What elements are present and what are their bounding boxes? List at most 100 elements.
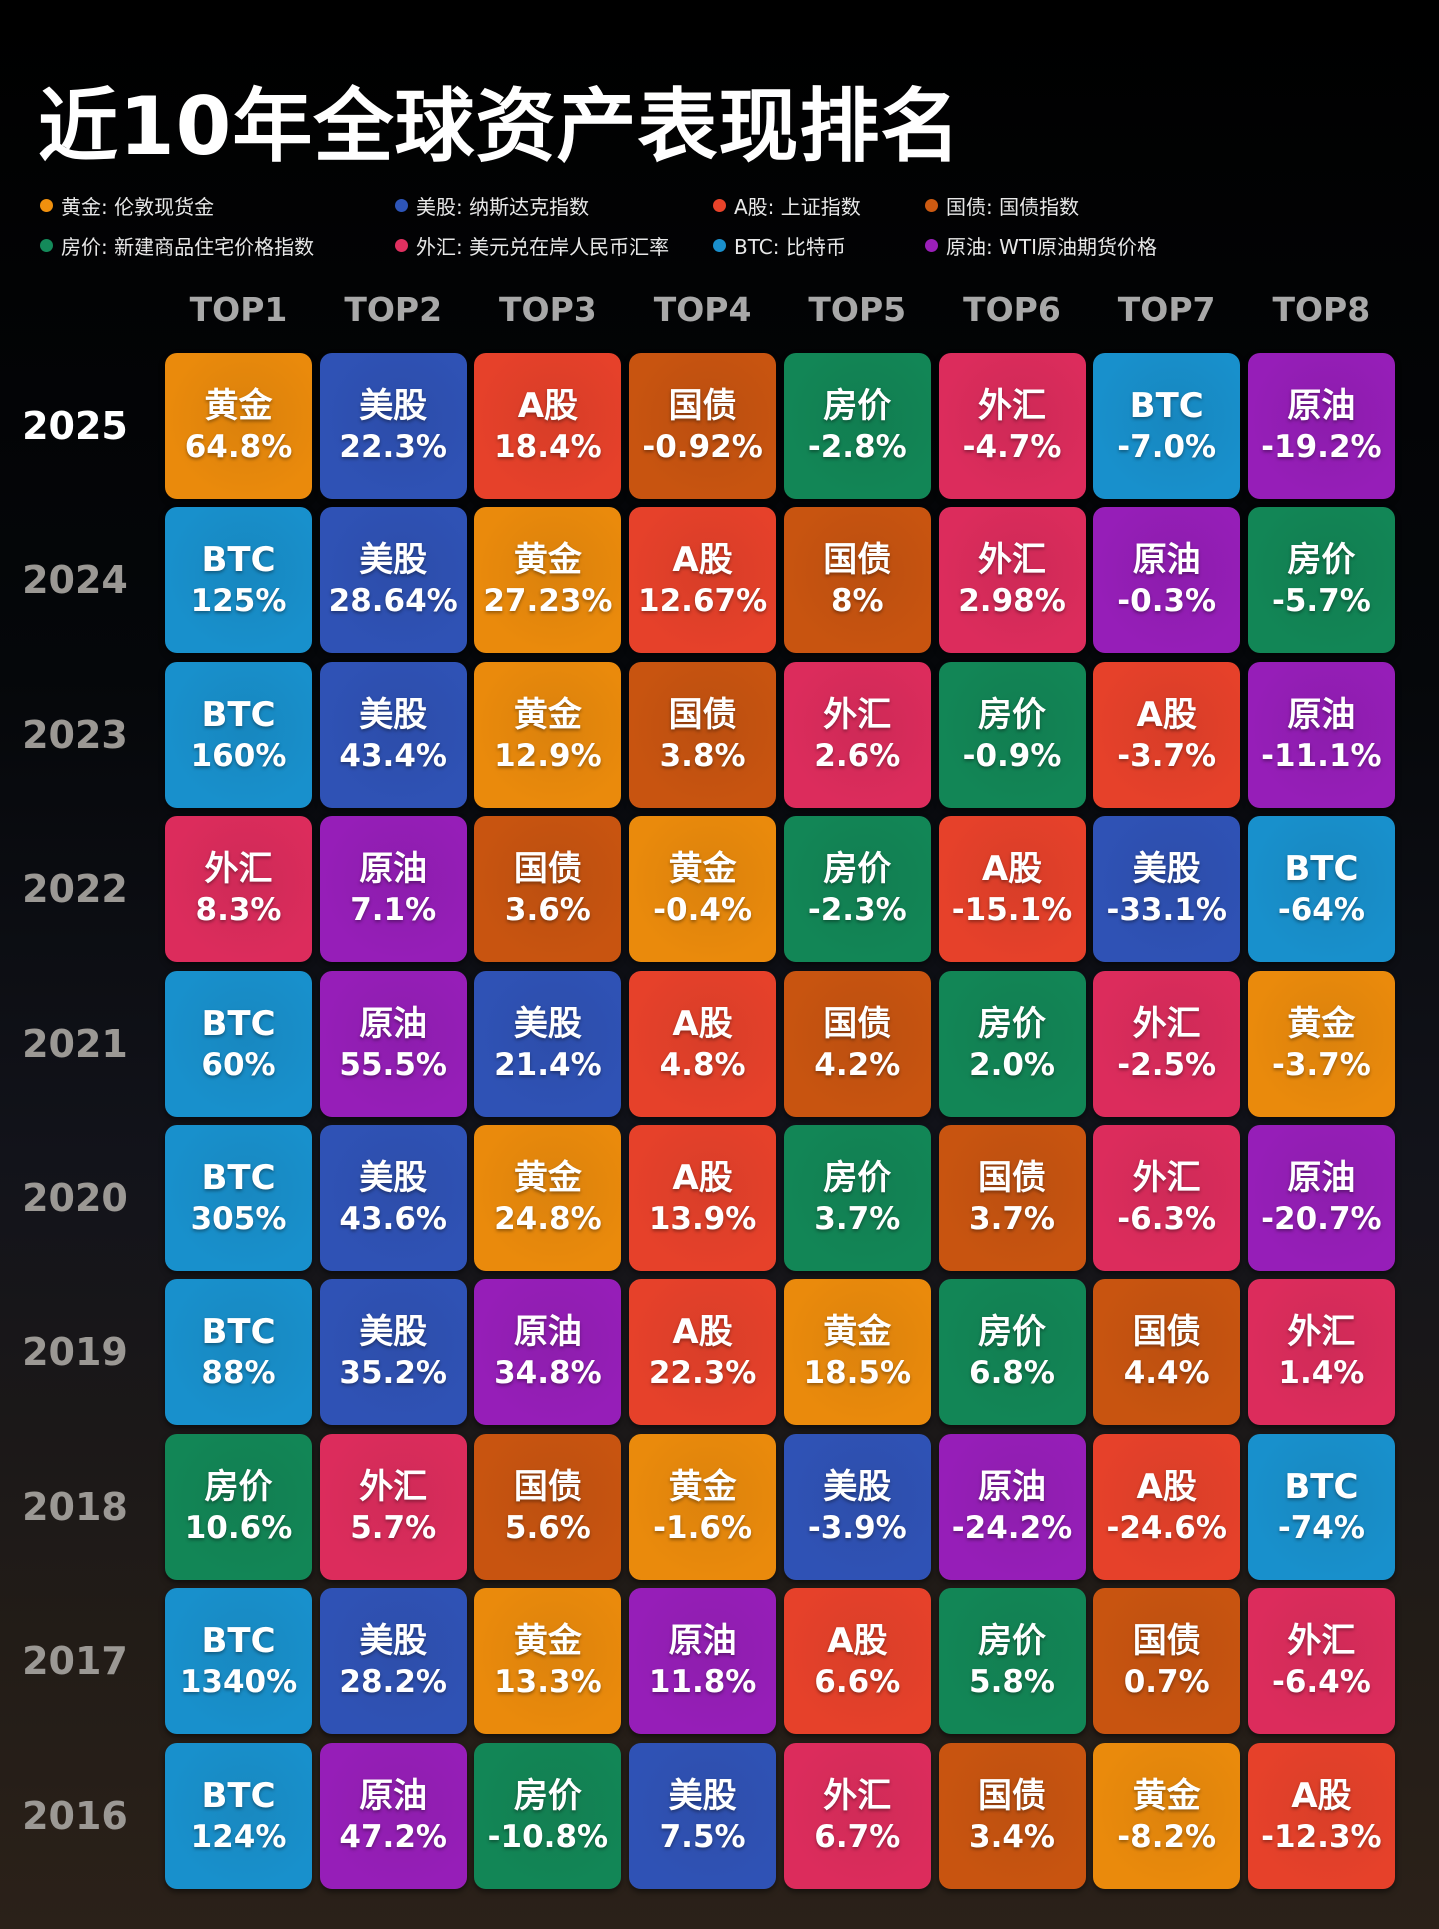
asset-cell: 黄金 -1.6%: [629, 1433, 777, 1580]
asset-name: 房价: [978, 1312, 1046, 1353]
asset-return: 0.7%: [1123, 1664, 1210, 1701]
asset-return: 2.0%: [969, 1046, 1055, 1083]
asset-return: 47.2%: [339, 1818, 447, 1855]
asset-cell: BTC 125%: [165, 507, 312, 654]
legend-item-forex: 外汇: 美元兑在岸人民币汇率: [395, 231, 713, 260]
legend-dot-icon: [713, 198, 726, 212]
asset-return: 3.6%: [504, 892, 591, 929]
asset-name: 黄金: [513, 1621, 582, 1662]
column-header-top3: TOP3: [499, 290, 597, 329]
asset-cell: 黄金 24.8%: [474, 1125, 622, 1271]
asset-name: A股: [672, 1312, 733, 1353]
asset-cell: BTC 305%: [165, 1125, 312, 1271]
asset-name: 房价: [204, 1466, 273, 1507]
year-row: 2025 黄金 64.8% 美股 22.3% A股 18.4% 国债 -0.92% 房价 -2.8%…: [0, 353, 1439, 499]
asset-name: 国债: [1132, 1312, 1201, 1353]
asset-return: 5.6%: [504, 1509, 591, 1546]
asset-name: 美股: [359, 1158, 428, 1198]
asset-name: 美股: [359, 694, 428, 735]
asset-cell: 黄金 -8.2%: [1093, 1742, 1241, 1889]
year-label: 2017: [22, 1639, 128, 1684]
asset-return: -64%: [1277, 892, 1365, 929]
asset-name: 原油: [359, 1003, 428, 1044]
year-label: 2024: [22, 558, 128, 603]
legend-item-oil: 原油: WTI原油期货价格: [925, 231, 1157, 260]
asset-return: 3.7%: [814, 1201, 901, 1237]
asset-return: 160%: [190, 737, 287, 774]
asset-cell: 美股 -33.1%: [1093, 816, 1241, 963]
asset-return: -6.4%: [1271, 1664, 1371, 1701]
asset-name: 国债: [668, 386, 737, 426]
asset-cell: 美股 35.2%: [319, 1279, 467, 1426]
asset-return: 12.67%: [638, 583, 768, 620]
legend-item-bonds: 国债: 国债指数: [925, 191, 1079, 220]
asset-name: 美股: [823, 1466, 892, 1507]
legend-label: BTC: 比特币: [734, 234, 846, 259]
asset-return: -1.6%: [653, 1509, 753, 1546]
asset-cell: 外汇 -4.7%: [938, 353, 1086, 499]
asset-cell: 美股 43.4%: [319, 661, 467, 808]
asset-cell: A股 4.8%: [629, 970, 777, 1117]
asset-return: 18.5%: [803, 1355, 912, 1392]
asset-name: 外汇: [1287, 1621, 1356, 1662]
asset-name: A股: [672, 1003, 733, 1044]
asset-name: 原油: [1132, 540, 1201, 581]
asset-return: 13.3%: [494, 1664, 602, 1701]
legend-dot-icon: [395, 198, 408, 212]
asset-cell: BTC 124%: [165, 1742, 312, 1889]
asset-return: -2.8%: [807, 429, 907, 465]
asset-cell: A股 18.4%: [474, 353, 622, 499]
asset-name: BTC: [201, 540, 276, 581]
asset-name: 房价: [823, 1158, 892, 1198]
asset-return: -0.92%: [642, 429, 763, 465]
asset-cell: A股 -12.3%: [1247, 1742, 1395, 1889]
asset-return: 8.3%: [195, 892, 282, 929]
year-label: 2018: [22, 1484, 128, 1529]
asset-name: 房价: [978, 1003, 1046, 1044]
asset-name: 国债: [823, 1003, 892, 1044]
asset-cell: A股 -24.6%: [1093, 1433, 1241, 1580]
year-label: 2019: [22, 1330, 128, 1375]
asset-return: 8%: [830, 583, 884, 620]
asset-cell: 美股 22.3%: [319, 353, 467, 499]
asset-cell: 房价 -0.9%: [938, 661, 1086, 808]
asset-name: 原油: [668, 1621, 737, 1662]
asset-name: 国债: [513, 1466, 582, 1507]
legend-dot-icon: [40, 198, 53, 212]
asset-return: 88%: [201, 1355, 276, 1392]
asset-return: 10.6%: [184, 1509, 293, 1546]
asset-cell: 美股 7.5%: [629, 1742, 777, 1889]
asset-cell: 房价 -2.8%: [783, 353, 931, 499]
legend-label: 房价: 新建商品住宅价格指数: [61, 234, 315, 259]
asset-cell: 外汇 1.4%: [1247, 1279, 1395, 1426]
asset-cell: 房价 -10.8%: [474, 1742, 622, 1889]
asset-return: 12.9%: [494, 737, 602, 774]
asset-name: A股: [981, 849, 1043, 890]
asset-return: 6.7%: [814, 1818, 901, 1855]
asset-name: BTC: [201, 1158, 276, 1198]
asset-cell: 外汇 6.7%: [783, 1742, 931, 1889]
asset-cell: 国债 -0.92%: [629, 353, 777, 499]
year-label: 2016: [22, 1793, 128, 1838]
asset-name: 原油: [513, 1312, 582, 1353]
legend-label: 国债: 国债指数: [946, 194, 1080, 219]
asset-return: -5.7%: [1271, 583, 1371, 620]
legend-label: 黄金: 伦敦现货金: [61, 194, 215, 219]
asset-name: 黄金: [1287, 1003, 1356, 1044]
year-row: 2020 BTC 305% 美股 43.6% 黄金 24.8% A股 13.9% 房价 3.7% 国债…: [0, 1125, 1439, 1271]
column-header-top5: TOP5: [808, 290, 907, 329]
year-label: 2022: [22, 867, 128, 912]
asset-return: -3.7%: [1271, 1046, 1371, 1083]
asset-cell: 原油 -0.3%: [1093, 507, 1241, 654]
asset-cell: 外汇 -6.3%: [1093, 1125, 1241, 1271]
legend-item-housing: 房价: 新建商品住宅价格指数: [40, 231, 395, 260]
asset-cell: A股 22.3%: [629, 1279, 777, 1426]
asset-cell: 原油 -20.7%: [1247, 1125, 1395, 1271]
asset-return: -0.4%: [653, 892, 753, 929]
asset-name: 美股: [359, 540, 428, 581]
asset-return: -2.3%: [807, 892, 907, 929]
asset-return: -20.7%: [1261, 1201, 1382, 1237]
asset-name: 国债: [823, 540, 892, 581]
asset-name: 原油: [359, 849, 428, 890]
asset-name: 原油: [1287, 386, 1356, 426]
